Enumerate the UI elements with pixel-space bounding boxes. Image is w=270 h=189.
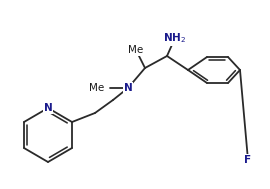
Text: N: N xyxy=(44,103,52,113)
Text: NH$_2$: NH$_2$ xyxy=(163,31,187,45)
Text: Me: Me xyxy=(89,83,104,93)
Text: F: F xyxy=(244,155,252,165)
Text: Me: Me xyxy=(128,45,144,55)
Text: N: N xyxy=(124,83,132,93)
